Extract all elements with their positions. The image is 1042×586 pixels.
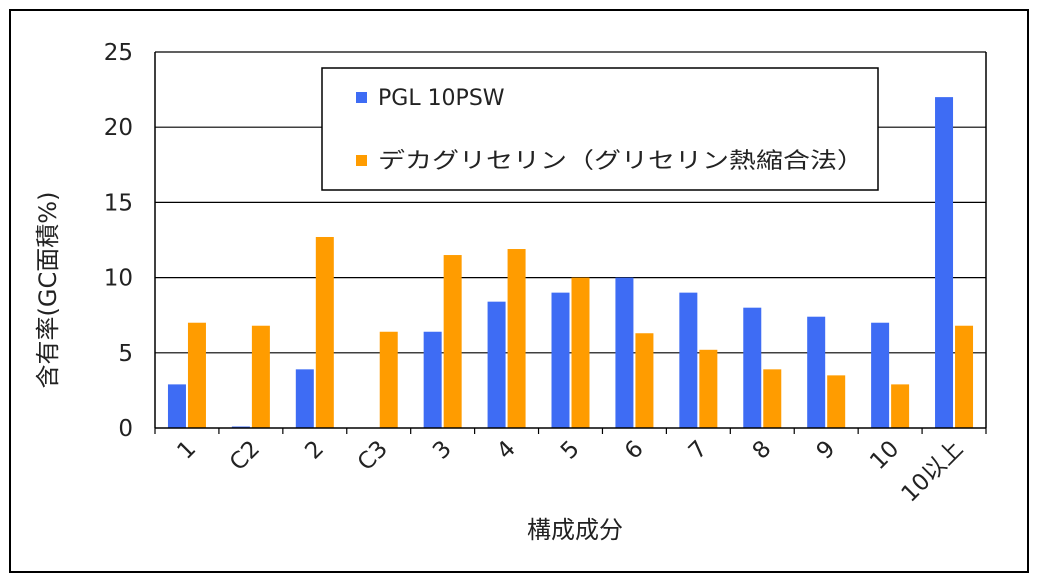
x-tick-label: 8 — [748, 436, 777, 465]
x-tick-label: 4 — [492, 436, 521, 465]
bar-series-2-6 — [635, 333, 654, 428]
bar-series-2-1 — [187, 322, 206, 428]
y-tick-label: 10 — [104, 266, 133, 292]
x-tick-label: 6 — [620, 436, 649, 465]
x-tick-label: 2 — [300, 436, 329, 465]
x-tick-label: 9 — [812, 436, 841, 465]
bar-series-1-8 — [743, 307, 762, 428]
bars — [167, 97, 974, 429]
bar-series-2-10 — [891, 384, 910, 428]
y-tick-label: 20 — [104, 115, 133, 141]
legend-swatch-pgl — [356, 92, 367, 103]
bar-series-2-5 — [571, 277, 590, 428]
x-tick-label: 3 — [428, 436, 457, 465]
bar-series-1-1 — [167, 384, 186, 428]
bar-series-1-2 — [295, 369, 314, 428]
y-tick-label: 15 — [104, 190, 133, 216]
bar-series-2-7 — [699, 349, 718, 428]
x-tick-label: 10以上 — [897, 436, 969, 508]
bar-series-2-9 — [827, 375, 846, 428]
bar-series-2-4 — [507, 249, 526, 428]
bar-series-1-C2 — [231, 426, 250, 428]
x-tick-label: C2 — [225, 436, 265, 476]
bar-series-1-3 — [423, 331, 442, 428]
bar-series-1-10 — [871, 322, 890, 428]
bar-series-1-5 — [551, 292, 570, 428]
legend-label-decaglycerin: デカグリセリン（グリセリン熱縮合法） — [378, 149, 864, 174]
axes — [154, 52, 987, 434]
bar-series-1-9 — [807, 316, 826, 428]
bar-series-1-7 — [679, 292, 698, 428]
x-axis-title: 構成成分 — [527, 516, 623, 544]
bar-series-2-C2 — [251, 325, 270, 428]
legend-box — [321, 67, 879, 191]
x-tick-label: 1 — [172, 436, 201, 465]
bar-series-2-8 — [763, 369, 782, 428]
bar-series-1-4 — [487, 301, 506, 428]
y-tick-label: 0 — [118, 416, 133, 442]
x-tick-label: 7 — [684, 436, 713, 465]
bar-series-2-C3 — [379, 331, 398, 428]
legend: PGL 10PSW デカグリセリン（グリセリン熱縮合法） — [321, 67, 879, 191]
y-tick-label: 25 — [104, 40, 133, 66]
bar-series-1-6 — [615, 277, 634, 428]
bar-series-2-2 — [315, 236, 334, 428]
x-tick-label: 10 — [865, 436, 904, 475]
bar-series-1-10以上 — [935, 97, 954, 429]
y-tick-labels: 0 5 10 15 20 25 — [104, 40, 133, 442]
x-tick-label: 5 — [556, 436, 585, 465]
bar-series-2-10以上 — [955, 325, 974, 428]
legend-label-pgl: PGL 10PSW — [378, 86, 505, 111]
bar-series-2-3 — [443, 255, 462, 428]
chart-frame — [9, 9, 1029, 573]
y-axis-title: 含有率(GC面積%) — [34, 192, 62, 389]
legend-swatch-decaglycerin — [356, 155, 367, 166]
y-tick-label: 5 — [118, 341, 133, 367]
x-tick-label: C3 — [353, 436, 393, 476]
